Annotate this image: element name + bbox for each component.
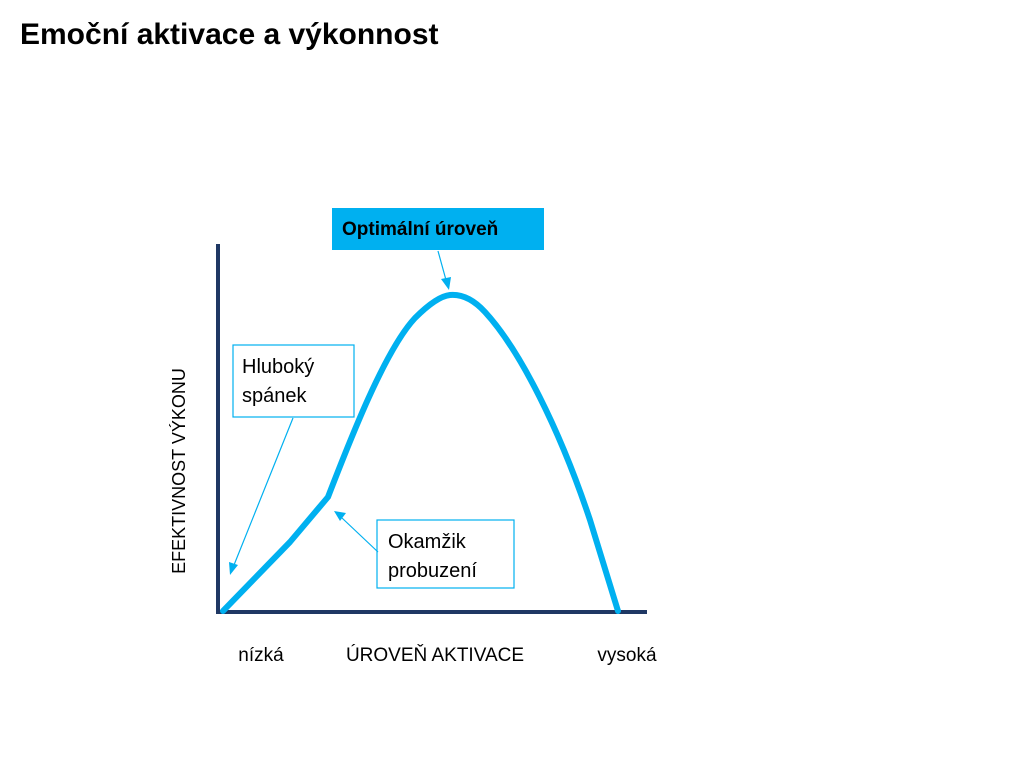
page-title: Emoční aktivace a výkonnost [20, 18, 439, 51]
performance-curve [220, 291, 621, 614]
x-axis-label: ÚROVEŇ AKTIVACE [346, 644, 524, 666]
awakening-pointer-line [341, 517, 379, 553]
optimal-level-box [332, 208, 544, 250]
deep-sleep-label-line2: spánek [242, 385, 307, 407]
optimal-pointer-arrowhead [441, 277, 451, 290]
awakening-box [376, 519, 515, 589]
deep-sleep-pointer-arrowhead [229, 562, 238, 575]
deep-sleep-box [232, 344, 355, 418]
x-axis-high-label: vysoká [597, 645, 657, 666]
y-axis-label: EFEKTIVNOST VÝKONU [169, 368, 189, 574]
optimal-level-label: Optimální úroveň [342, 219, 498, 240]
deep-sleep-pointer-line [233, 417, 294, 566]
optimal-pointer-line [437, 250, 447, 281]
deep-sleep-label-line1: Hluboký [242, 356, 314, 378]
x-axis-low-label: nízká [238, 645, 284, 666]
awakening-pointer-arrowhead [334, 511, 346, 521]
awakening-label-line2: probuzení [388, 560, 477, 582]
awakening-label-line1: Okamžik [388, 531, 467, 553]
